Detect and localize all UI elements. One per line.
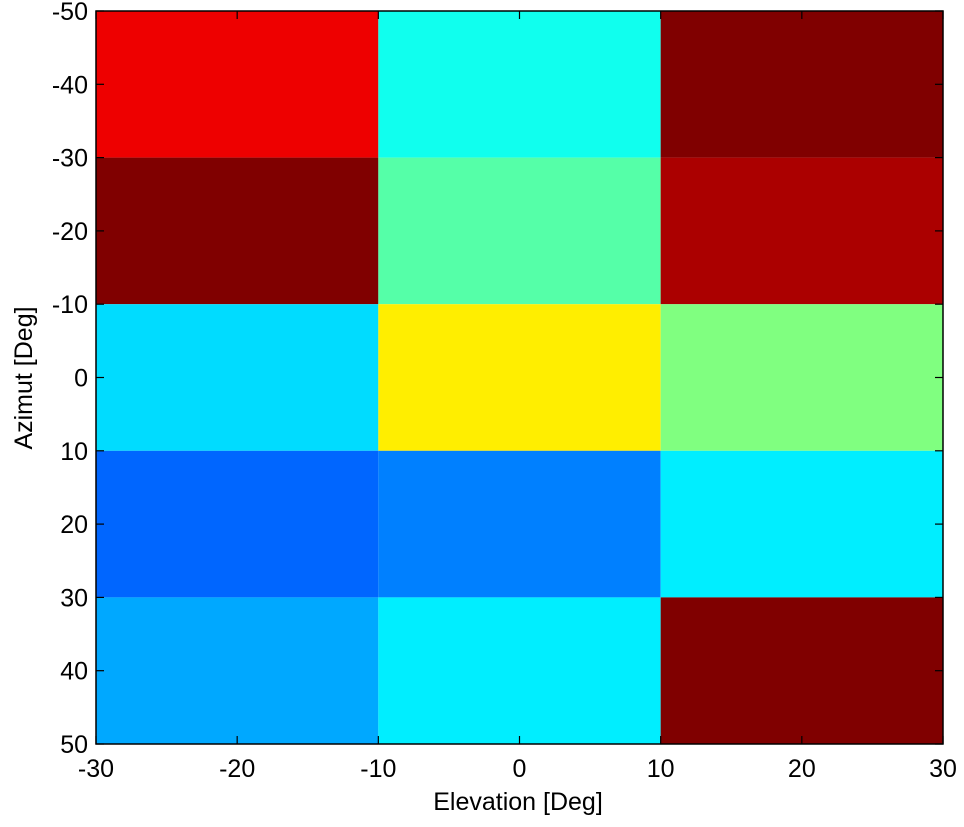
heatmap-cell-r3-c2 [660, 450, 943, 598]
y-tick-label: 50 [60, 731, 88, 759]
y-tick-label: -10 [52, 291, 88, 319]
x-tick-label: 20 [788, 755, 816, 783]
x-tick-label: -20 [219, 755, 255, 783]
heatmap-cell-r1-c1 [378, 157, 661, 305]
x-tick-label: 10 [647, 755, 675, 783]
heatmap-cell-r0-c1 [378, 11, 661, 158]
axis-ticks [95, 10, 944, 745]
heatmap-cell-r3-c1 [378, 450, 661, 598]
x-axis-label: Elevation [Deg] [433, 788, 603, 816]
heatmap-cell-r1-c2 [660, 157, 943, 305]
heatmap-cell-r3-c0 [96, 450, 379, 598]
heatmap-cell-r2-c2 [660, 304, 943, 451]
x-tick-label: 0 [513, 755, 527, 783]
y-tick-label: 10 [60, 438, 88, 466]
y-axis-label: Azimut [Deg] [10, 306, 38, 449]
y-tick-label: 0 [74, 365, 88, 393]
heatmap-cell-r2-c1 [378, 304, 661, 451]
heatmap-cell-r0-c0 [96, 11, 379, 158]
heatmap-cell-r2-c0 [96, 304, 379, 451]
y-tick-label: 40 [60, 658, 88, 686]
heatmap-cell-r4-c1 [378, 597, 661, 744]
x-tick-label: -10 [360, 755, 396, 783]
y-tick-label: 20 [60, 511, 88, 539]
heatmap-cell-r4-c2 [660, 597, 943, 744]
heatmap-cell-r4-c0 [96, 597, 379, 744]
y-tick-label: -20 [52, 218, 88, 246]
x-axis-tick-labels: -30 -20 -10 0 10 20 30 [78, 755, 957, 783]
heatmap-cell-r1-c0 [96, 157, 379, 305]
y-tick-label: -40 [52, 71, 88, 99]
heatmap-cell-r0-c2 [660, 11, 943, 158]
x-tick-label: -30 [78, 755, 114, 783]
x-tick-label: 30 [929, 755, 957, 783]
heatmap-cells [96, 11, 943, 744]
y-tick-label: 30 [60, 584, 88, 612]
y-axis-tick-labels: -50 -40 -30 -20 -10 0 10 20 30 40 50 [52, 0, 88, 759]
y-tick-label: -30 [52, 145, 88, 173]
y-tick-label: -50 [52, 0, 88, 26]
